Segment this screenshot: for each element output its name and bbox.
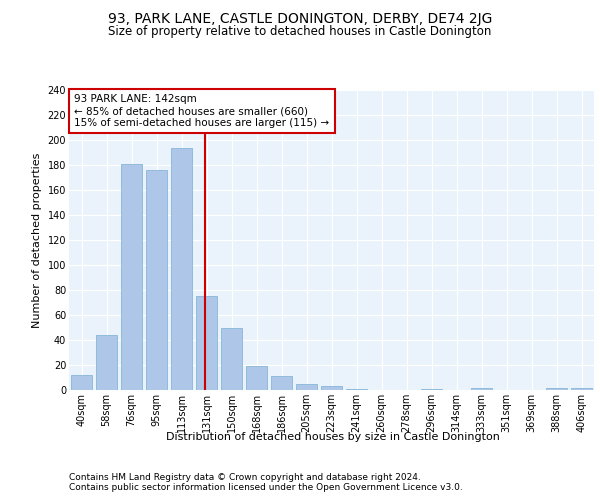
Bar	[121, 164, 142, 390]
Text: Contains public sector information licensed under the Open Government Licence v3: Contains public sector information licen…	[69, 482, 463, 492]
Bar	[421, 389, 442, 390]
Text: 93, PARK LANE, CASTLE DONINGTON, DERBY, DE74 2JG: 93, PARK LANE, CASTLE DONINGTON, DERBY, …	[108, 12, 492, 26]
Text: Distribution of detached houses by size in Castle Donington: Distribution of detached houses by size …	[166, 432, 500, 442]
Text: Size of property relative to detached houses in Castle Donington: Size of property relative to detached ho…	[109, 25, 491, 38]
Bar	[246, 366, 267, 390]
Bar	[221, 328, 242, 390]
Bar	[196, 296, 217, 390]
Bar	[296, 384, 317, 390]
Bar	[571, 388, 592, 390]
Bar	[471, 388, 492, 390]
Bar	[546, 388, 567, 390]
Text: Contains HM Land Registry data © Crown copyright and database right 2024.: Contains HM Land Registry data © Crown c…	[69, 472, 421, 482]
Bar	[146, 170, 167, 390]
Bar	[346, 389, 367, 390]
Bar	[321, 386, 342, 390]
Bar	[171, 148, 192, 390]
Y-axis label: Number of detached properties: Number of detached properties	[32, 152, 42, 328]
Text: 93 PARK LANE: 142sqm
← 85% of detached houses are smaller (660)
15% of semi-deta: 93 PARK LANE: 142sqm ← 85% of detached h…	[74, 94, 329, 128]
Bar	[96, 335, 117, 390]
Bar	[271, 376, 292, 390]
Bar	[71, 375, 92, 390]
